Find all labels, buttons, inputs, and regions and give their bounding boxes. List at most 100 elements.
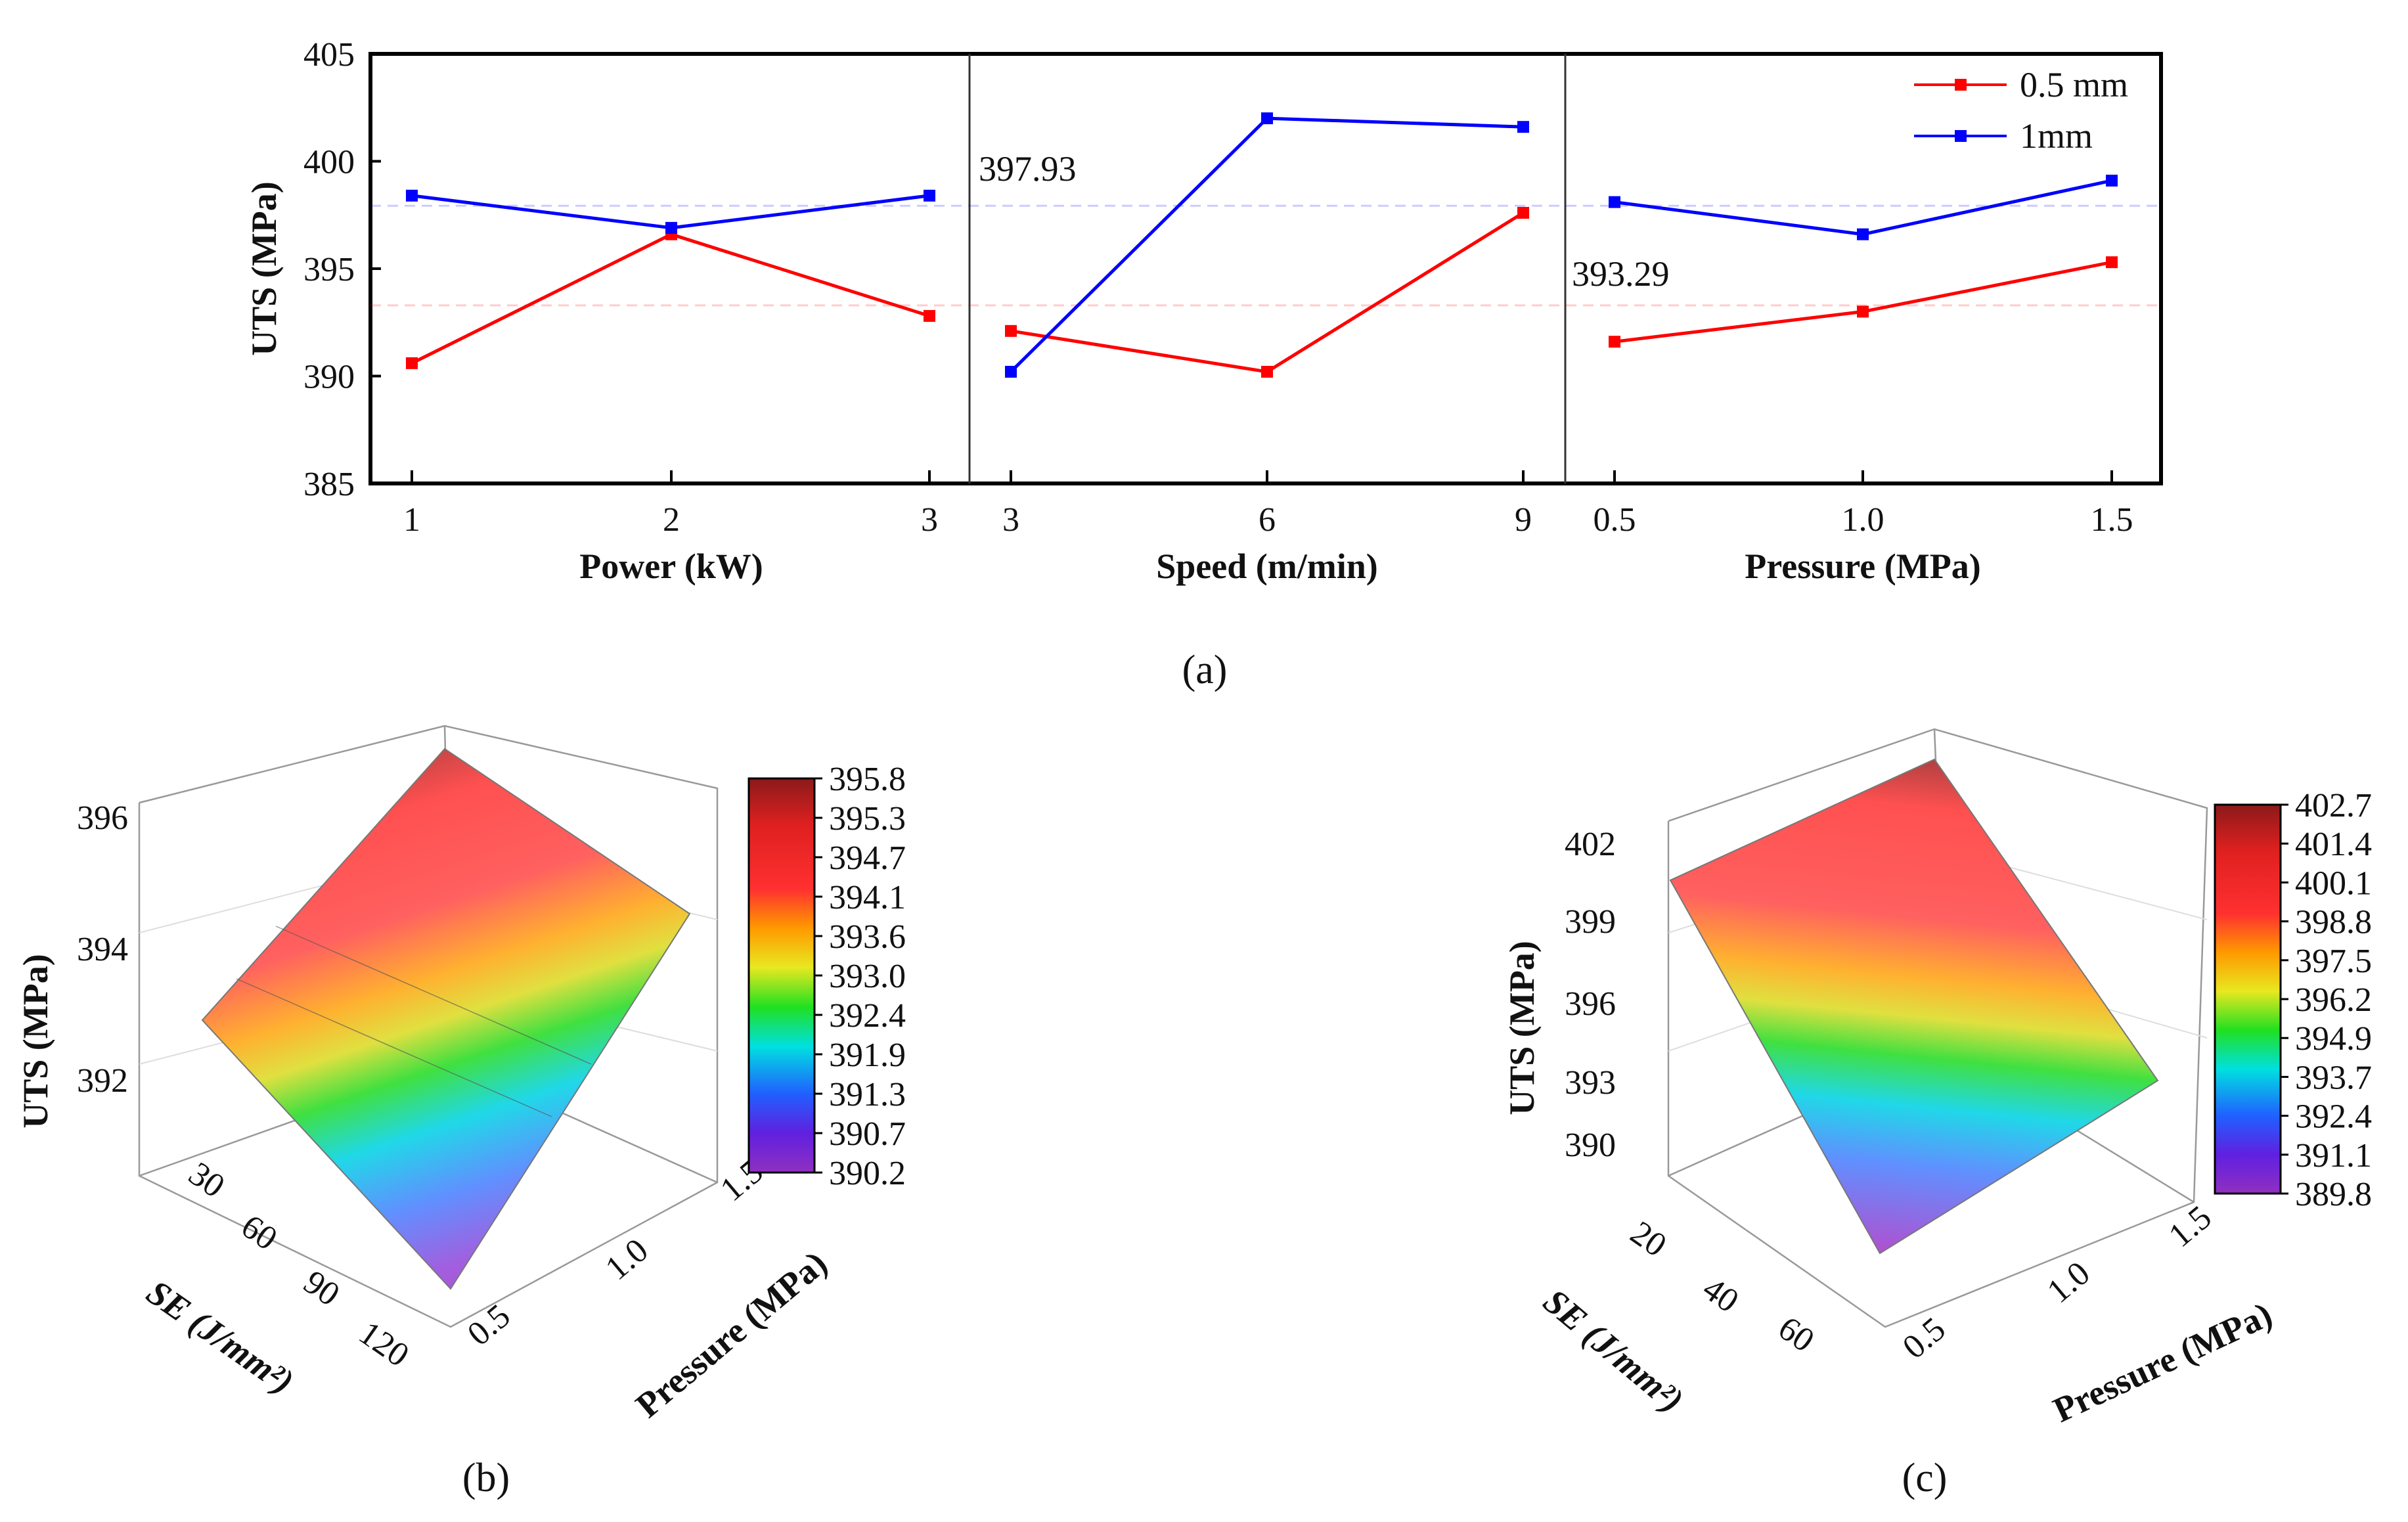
z-tick-label: 393 bbox=[1565, 1064, 1616, 1102]
colorbar-label: 401.4 bbox=[2295, 826, 2372, 863]
data-point bbox=[665, 221, 677, 234]
x-tick-label: 30 bbox=[182, 1155, 231, 1205]
response-surface bbox=[1669, 758, 2159, 1255]
x-tick-label: 3 bbox=[1002, 501, 1019, 539]
data-point bbox=[1261, 112, 1273, 125]
colorbar-label: 398.8 bbox=[2295, 904, 2372, 941]
x-tick-label: 1.5 bbox=[2091, 501, 2133, 539]
series-line bbox=[1010, 116, 1524, 373]
y-tick-label: 1.0 bbox=[2040, 1255, 2097, 1310]
x-tick-label: 90 bbox=[297, 1263, 346, 1314]
colorbar bbox=[747, 777, 816, 1174]
y-axis-label-pressure: Pressure (MPa) bbox=[628, 1243, 834, 1425]
panel-a: 385 390 395 400 405 1 2 3 Power (kW) 3 6 9 Speed (m/… bbox=[244, 36, 2163, 692]
z-tick-label: 396 bbox=[77, 799, 128, 837]
x-tick-label: 0.5 bbox=[1594, 501, 1636, 539]
data-point bbox=[406, 189, 418, 202]
colorbar-label: 389.8 bbox=[2295, 1176, 2372, 1213]
data-point bbox=[1857, 305, 1869, 318]
z-tick-label: 396 bbox=[1565, 985, 1616, 1023]
y-tick-label: 390 bbox=[303, 359, 355, 396]
response-surface bbox=[201, 748, 691, 1290]
data-point bbox=[1609, 196, 1620, 208]
panel-caption-b: (b) bbox=[462, 1456, 510, 1500]
mean-annotation: 397.93 bbox=[979, 149, 1077, 189]
y-tick-label: 1.0 bbox=[598, 1232, 655, 1287]
colorbar-label: 393.6 bbox=[829, 918, 906, 956]
x-axis-label: Power (kW) bbox=[579, 547, 763, 586]
data-point bbox=[2106, 174, 2118, 187]
legend-marker bbox=[1955, 130, 1967, 142]
colorbar-label: 402.7 bbox=[2295, 787, 2372, 824]
x-tick-label: 1 bbox=[403, 501, 420, 539]
x-axis-label: Pressure (MPa) bbox=[1745, 547, 1980, 586]
panel-caption-c: (c) bbox=[1902, 1456, 1948, 1500]
x-tick-label: 40 bbox=[1696, 1270, 1745, 1320]
x-tick-label: 60 bbox=[234, 1207, 284, 1258]
data-point bbox=[1261, 365, 1273, 378]
series-line bbox=[1614, 260, 2112, 344]
data-point bbox=[406, 357, 418, 369]
x-tick-label: 20 bbox=[1624, 1214, 1673, 1265]
colorbar-label: 394.9 bbox=[2295, 1020, 2372, 1058]
y-axis-label: UTS (MPa) bbox=[244, 181, 284, 355]
mean-annotation: 393.29 bbox=[1572, 254, 1670, 294]
data-point bbox=[1005, 365, 1017, 378]
y-axis-label-pressure: Pressure (MPa) bbox=[2047, 1295, 2278, 1430]
colorbar-label: 395.8 bbox=[829, 761, 906, 798]
x-tick-label: 3 bbox=[921, 501, 938, 539]
data-point bbox=[1517, 206, 1529, 219]
z-tick-label: 399 bbox=[1565, 903, 1616, 941]
colorbar-label: 392.4 bbox=[2295, 1098, 2372, 1136]
surface-contours bbox=[236, 926, 592, 1117]
data-point bbox=[1005, 325, 1017, 337]
colorbar-label: 396.2 bbox=[2295, 981, 2372, 1019]
x-tick-label: 60 bbox=[1772, 1309, 1821, 1360]
data-point bbox=[1857, 228, 1869, 240]
colorbar-label: 390.2 bbox=[829, 1155, 906, 1192]
x-tick-label: 6 bbox=[1259, 501, 1276, 539]
y-tick-label: 0.5 bbox=[460, 1297, 517, 1353]
legend-marker bbox=[1955, 79, 1967, 91]
x-tick-label: 1.0 bbox=[1842, 501, 1884, 539]
colorbar-label: 391.9 bbox=[829, 1037, 906, 1074]
series-line bbox=[411, 232, 930, 365]
colorbar-label: 393.7 bbox=[2295, 1059, 2372, 1096]
legend-label: 1mm bbox=[2020, 116, 2093, 156]
colorbar bbox=[2214, 803, 2282, 1195]
x-axis-label: Speed (m/min) bbox=[1156, 547, 1378, 586]
y-tick-label: 405 bbox=[303, 36, 355, 74]
y-tick-label: 385 bbox=[303, 466, 355, 503]
colorbar-label: 393.0 bbox=[829, 958, 906, 995]
series-line bbox=[1614, 179, 2112, 236]
z-tick-label: 390 bbox=[1565, 1127, 1616, 1164]
colorbar-label: 394.7 bbox=[829, 839, 906, 877]
x-tick-label: 9 bbox=[1515, 501, 1532, 539]
z-axis-label: UTS (MPa) bbox=[1502, 941, 1542, 1115]
z-tick-label: 394 bbox=[77, 931, 128, 968]
z-axis-label: UTS (MPa) bbox=[16, 954, 55, 1128]
colorbar-label: 391.3 bbox=[829, 1076, 906, 1113]
data-point bbox=[2106, 256, 2118, 269]
y-tick-label: 400 bbox=[303, 144, 355, 181]
data-point bbox=[1609, 336, 1620, 348]
panel-caption-a: (a) bbox=[1182, 648, 1228, 692]
colorbar-label: 400.1 bbox=[2295, 864, 2372, 902]
colorbar-label: 395.3 bbox=[829, 800, 906, 838]
x-tick-label: 120 bbox=[352, 1314, 416, 1374]
data-point bbox=[924, 189, 935, 202]
z-tick-label: 402 bbox=[1565, 826, 1616, 863]
x-axis-label: SE (J/mm²) bbox=[140, 1272, 301, 1402]
series-line bbox=[1010, 211, 1525, 374]
data-point bbox=[1517, 121, 1529, 133]
y-tick-label: 395 bbox=[303, 251, 355, 288]
x-axis-label: SE (J/mm²) bbox=[1536, 1281, 1691, 1420]
legend-label: 0.5 mm bbox=[2020, 65, 2128, 104]
x-tick-label: 2 bbox=[663, 501, 680, 539]
z-tick-label: 392 bbox=[77, 1062, 128, 1100]
colorbar-label: 394.1 bbox=[829, 879, 906, 916]
data-point bbox=[924, 309, 935, 322]
